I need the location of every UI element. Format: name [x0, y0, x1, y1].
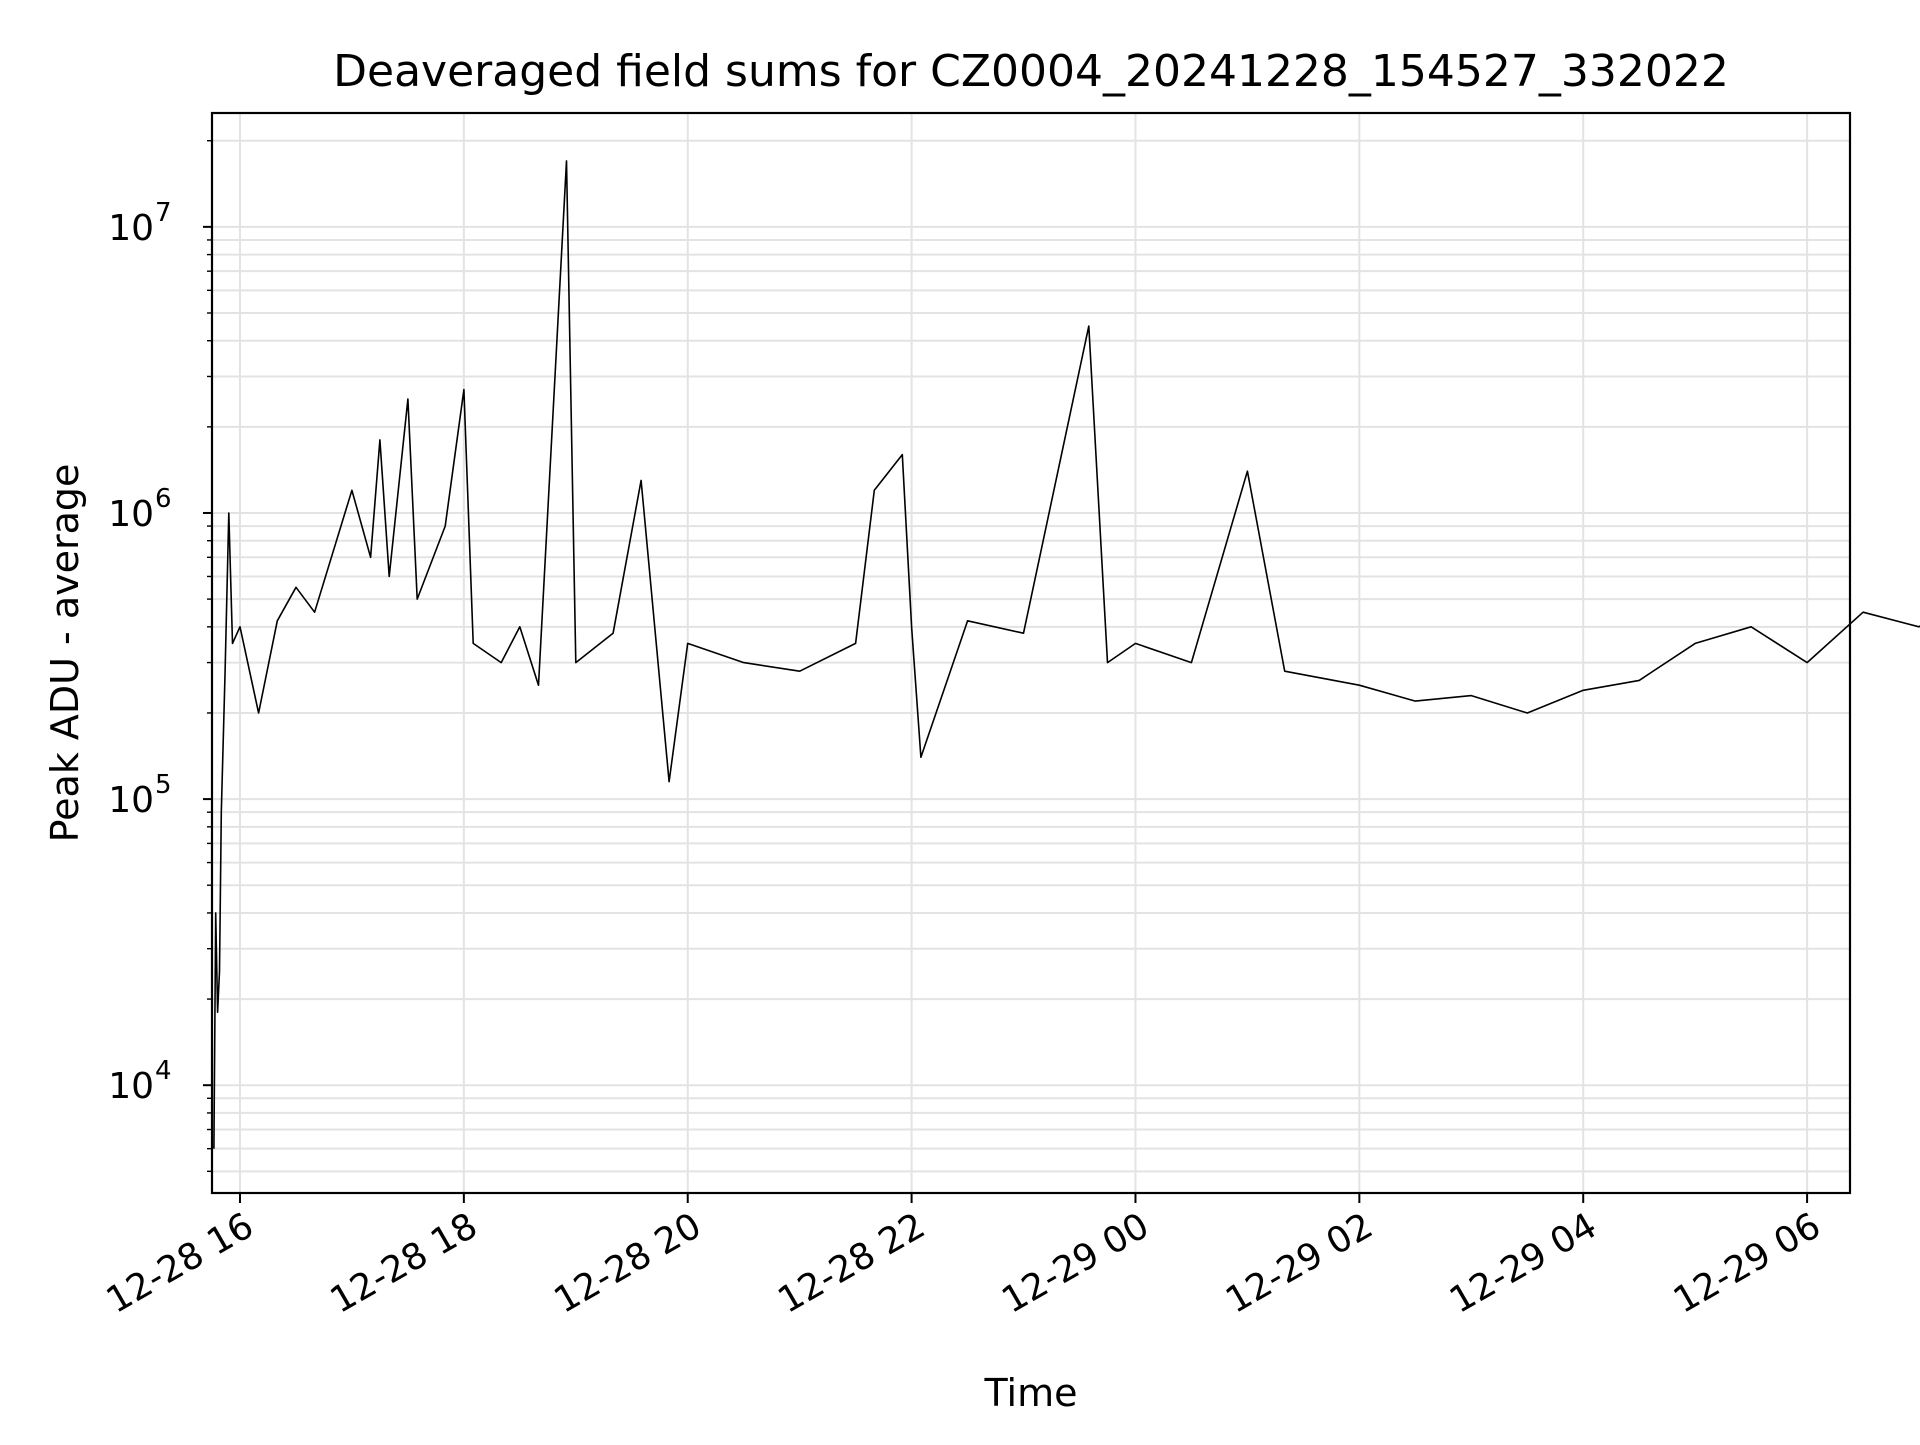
- plot-frame: [210, 111, 1852, 1195]
- y-tick-label: 10: [108, 208, 154, 249]
- y-tick-exponent: 4: [155, 1056, 172, 1086]
- x-axis-label: Time: [984, 1371, 1078, 1415]
- series-line: [213, 160, 1920, 1149]
- plot-data: [213, 160, 1920, 1149]
- y-axis-label: Peak ADU - average: [43, 464, 87, 843]
- y-tick-exponent: 5: [155, 770, 172, 800]
- y-tick-label: 10: [108, 780, 154, 821]
- grid: [212, 113, 1850, 1193]
- y-tick-label: 10: [108, 494, 154, 535]
- y-tick-exponent: 6: [155, 484, 172, 514]
- chart-title: Deaveraged field sums for CZ0004_2024122…: [333, 46, 1729, 97]
- y-tick-label: 10: [108, 1066, 154, 1107]
- y-tick-exponent: 7: [155, 198, 172, 228]
